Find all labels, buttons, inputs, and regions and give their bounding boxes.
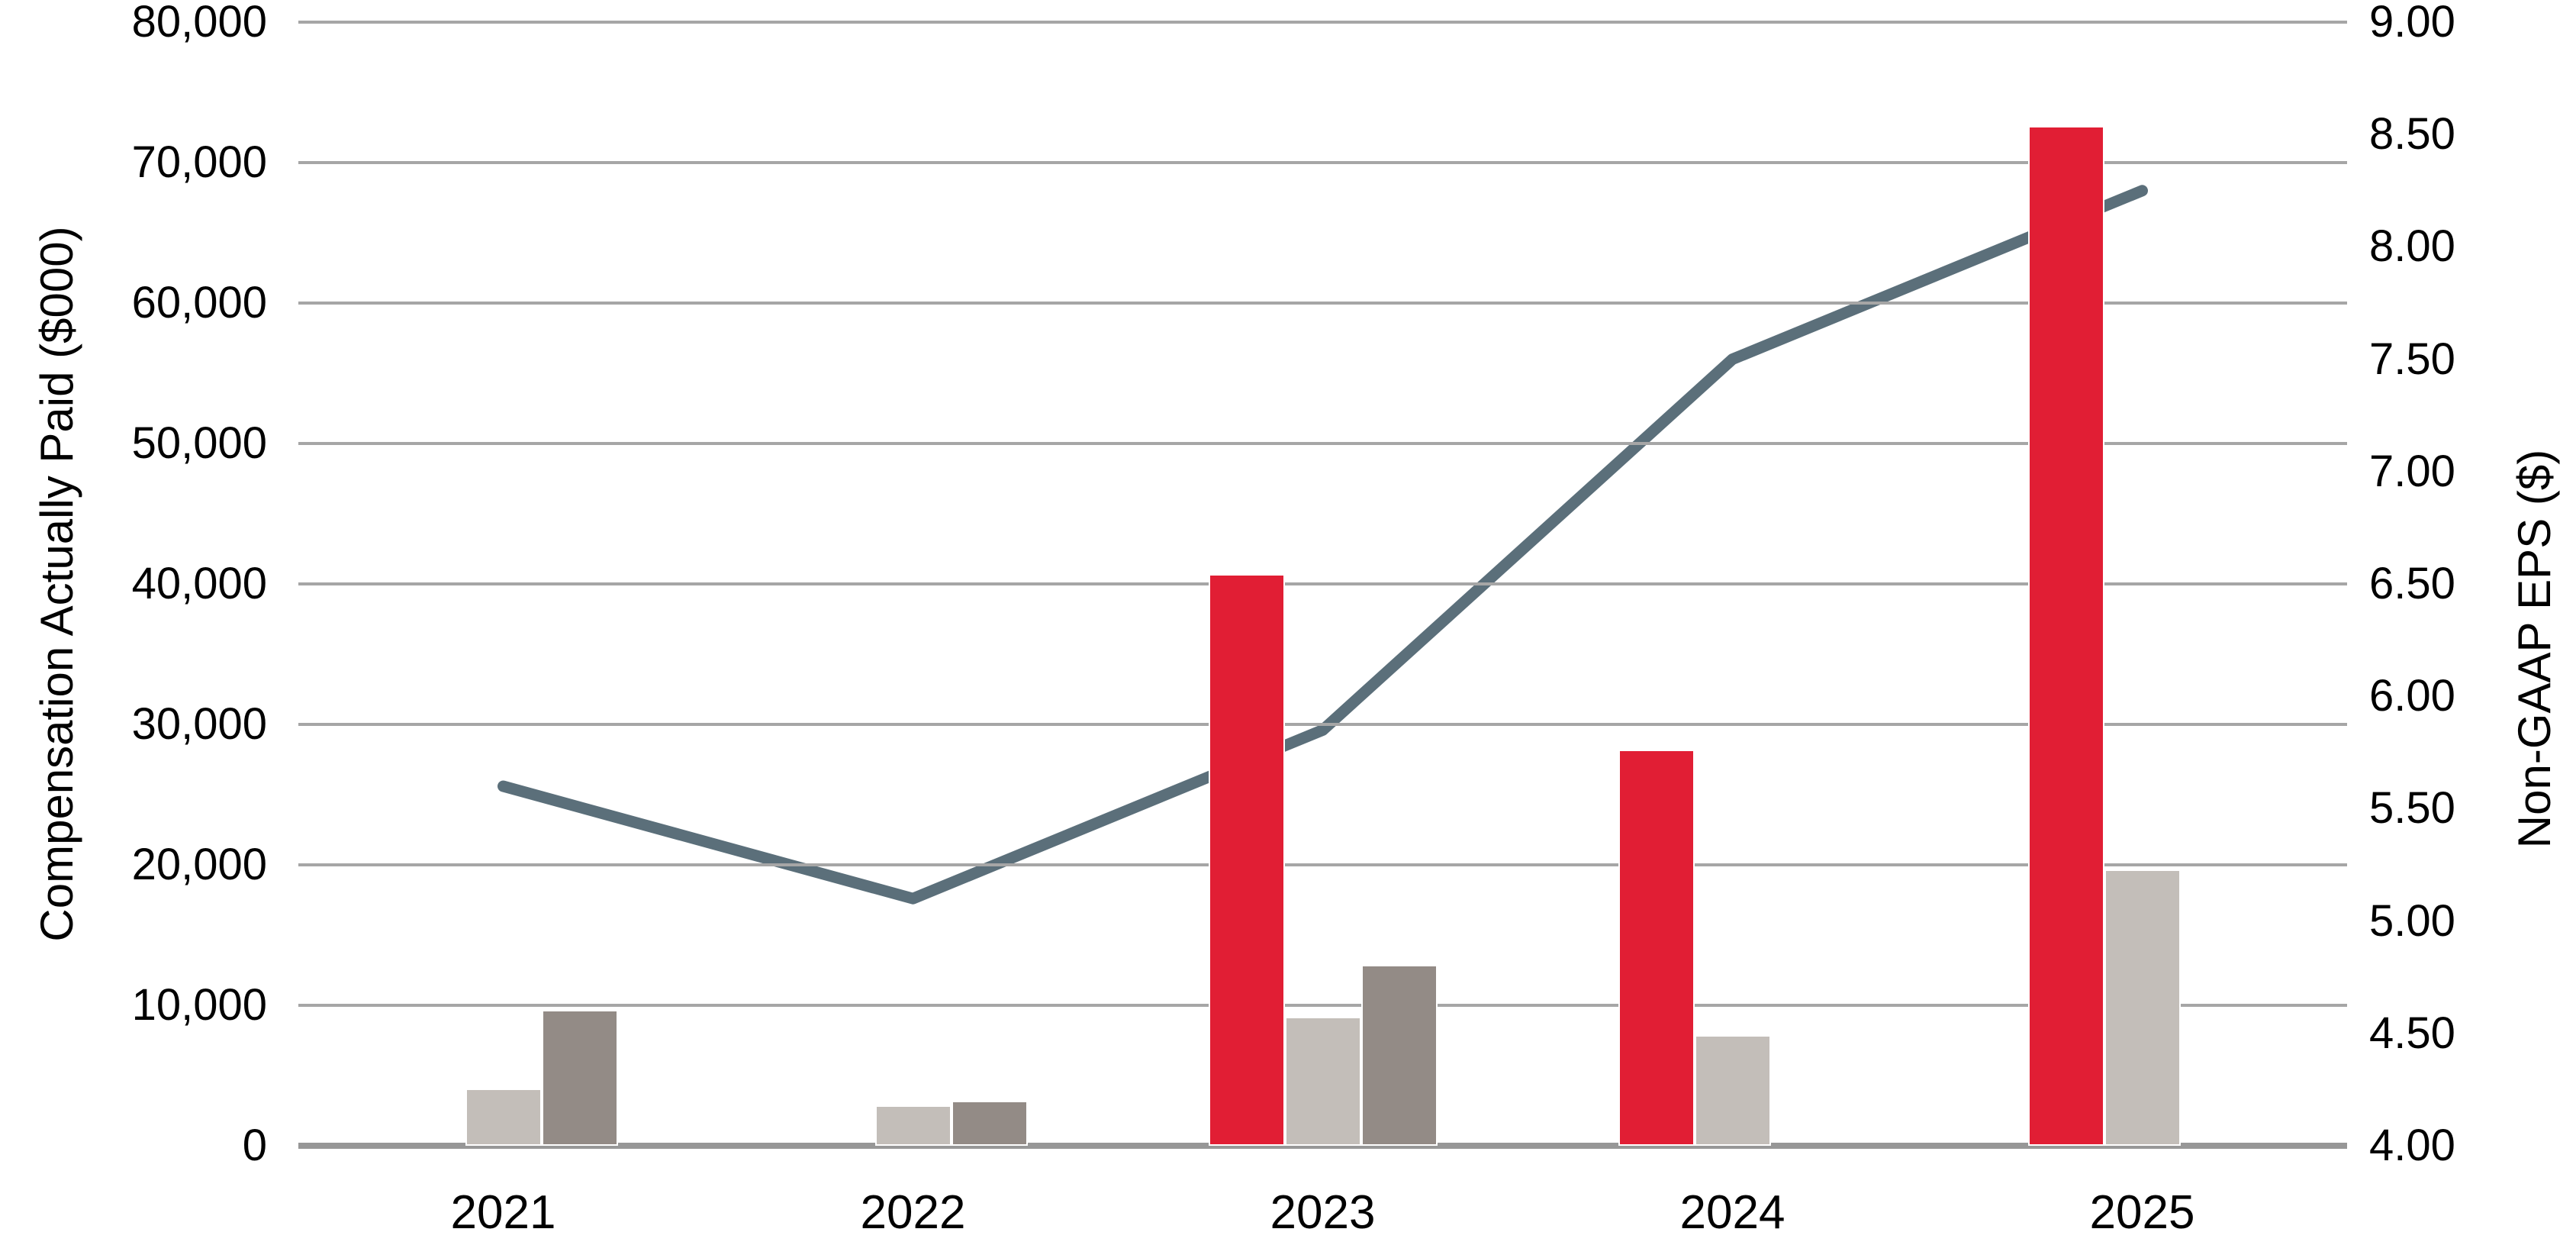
gridline: [298, 582, 2347, 585]
eps-line: [497, 185, 2148, 905]
x-axis-label-2025: 2025: [2089, 1186, 2195, 1239]
right-axis-tick-label: 7.50: [2369, 334, 2455, 384]
left-axis-tick-label: 70,000: [131, 137, 267, 187]
light-gray-bar-2022: [874, 1105, 952, 1146]
light-gray-bar-2023: [1284, 1016, 1361, 1146]
gridline: [298, 1004, 2347, 1007]
left-axis-tick-label: 40,000: [131, 559, 267, 608]
right-axis-tick-label: 5.00: [2369, 895, 2455, 946]
left-axis-tick-label: 20,000: [131, 840, 267, 889]
red-bar-2025: [2027, 126, 2104, 1146]
left-axis-tick-label: 0: [242, 1121, 267, 1170]
right-axis-tick-label: 8.50: [2369, 109, 2455, 160]
gridline: [298, 442, 2347, 445]
red-bar-2023: [1208, 574, 1285, 1146]
dark-gray-bar-2023: [1360, 964, 1438, 1146]
right-axis-tick-label: 6.50: [2369, 559, 2455, 608]
x-axis-baseline: [298, 1143, 2347, 1149]
gridline: [298, 723, 2347, 726]
gridline: [298, 863, 2347, 866]
gridline: [298, 302, 2347, 305]
right-axis-tick-label: 5.50: [2369, 783, 2455, 834]
left-axis-tick-label: 60,000: [131, 278, 267, 327]
left-axis-tick-label: 10,000: [131, 980, 267, 1030]
right-axis-tick-label: 7.00: [2369, 446, 2455, 496]
left-axis-tick-label: 30,000: [131, 699, 267, 749]
gridline: [298, 161, 2347, 164]
x-axis-label-2022: 2022: [860, 1186, 966, 1239]
dark-gray-bar-2021: [541, 1009, 618, 1146]
right-axis-tick-label: 8.00: [2369, 221, 2455, 272]
x-axis-label-2023: 2023: [1270, 1186, 1376, 1239]
light-gray-bar-2024: [1694, 1034, 1771, 1146]
right-axis-tick-label: 4.00: [2369, 1121, 2455, 1170]
gridline: [298, 21, 2347, 24]
left-axis-tick-label: 50,000: [131, 418, 267, 468]
left-axis-tick-label: 80,000: [131, 0, 267, 47]
dark-gray-bar-2022: [951, 1101, 1028, 1146]
right-axis-tick-label: 4.50: [2369, 1008, 2455, 1058]
light-gray-bar-2021: [465, 1088, 542, 1146]
right-axis-tick-label: 6.00: [2369, 671, 2455, 721]
light-gray-bar-2025: [2104, 869, 2181, 1146]
red-bar-2024: [1618, 750, 1695, 1146]
x-axis-label-2021: 2021: [450, 1186, 556, 1239]
x-axis-label-2024: 2024: [1679, 1186, 1785, 1239]
right-axis-tick-label: 9.00: [2369, 0, 2455, 47]
